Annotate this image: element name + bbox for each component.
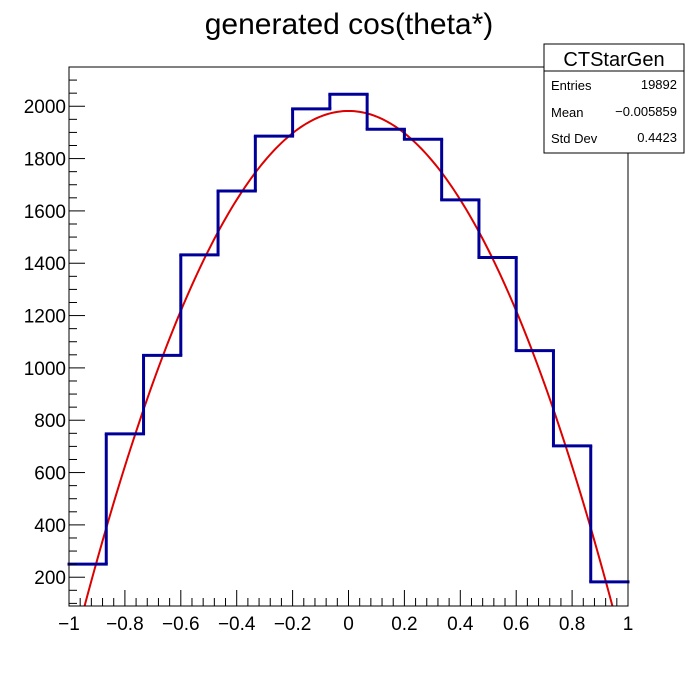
y-tick-label: 1400 — [24, 254, 66, 275]
x-tick-label: 0.4 — [447, 614, 474, 635]
y-tick-label: 1000 — [24, 359, 66, 380]
x-tick-label: 0.6 — [503, 614, 529, 635]
axis-ticks — [68, 79, 629, 606]
y-tick-label: 600 — [34, 464, 66, 485]
y-tick-label: 400 — [34, 516, 66, 537]
stats-mean-value: −0.005859 — [615, 104, 677, 119]
stats-stddev-value: 0.4423 — [637, 130, 677, 145]
stats-entries-label: Entries — [551, 78, 592, 93]
y-tick-label: 1200 — [24, 307, 66, 328]
x-tick-label: 0 — [343, 614, 354, 635]
y-tick-label: 800 — [34, 411, 66, 432]
fit-curve — [83, 109, 614, 606]
stats-mean-label: Mean — [551, 105, 584, 120]
stats-entries-value: 19892 — [641, 77, 677, 92]
y-tick-label: 1600 — [24, 202, 66, 223]
x-tick-label: 0.2 — [391, 614, 417, 635]
x-tick-label: −0.8 — [106, 614, 144, 635]
stats-box-frame — [543, 43, 685, 154]
x-tick-label: −0.2 — [274, 614, 312, 635]
stats-stddev-label: Std Dev — [551, 131, 598, 146]
x-tick-label: 0.8 — [559, 614, 585, 635]
chart-title: generated cos(theta*) — [205, 8, 494, 41]
x-tick-label: −0.4 — [218, 614, 256, 635]
y-tick-label: 1800 — [24, 150, 66, 171]
axis-tick-labels: −1 −0.8 −0.6 −0.4 −0.2 0 0.2 0.4 0.6 0.8 120040060… — [24, 97, 634, 635]
x-tick-label: −0.6 — [162, 614, 200, 635]
stats-box-title: CTStarGen — [563, 49, 664, 71]
y-tick-label: 2000 — [24, 97, 66, 118]
y-tick-label: 200 — [34, 568, 66, 589]
x-tick-label: 1 — [623, 614, 634, 635]
stats-box: CTStarGen Entries 19892 Mean −0.005859 S… — [543, 43, 685, 154]
histogram-layer — [67, 92, 630, 584]
x-tick-label: −1 — [58, 614, 80, 635]
fit-layer — [83, 109, 614, 606]
